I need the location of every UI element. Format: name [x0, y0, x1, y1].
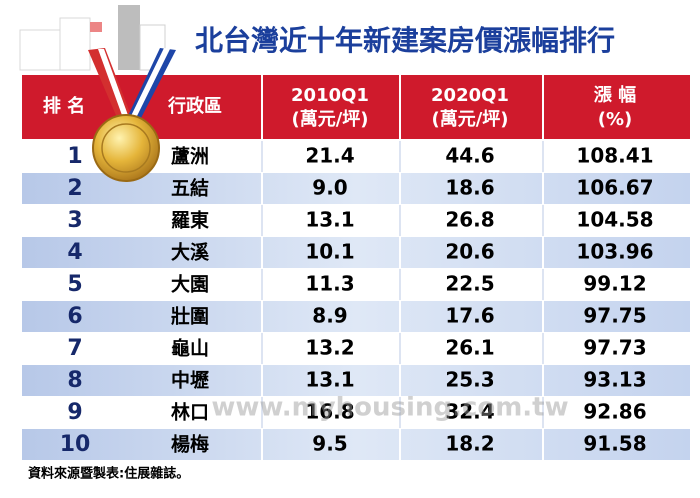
rank: 10: [60, 432, 91, 457]
cell-value: 97.75: [583, 304, 646, 328]
cell-value: 8.9: [312, 304, 347, 328]
district: 羅東: [171, 209, 209, 232]
rank: 7: [67, 336, 82, 361]
district: 林口: [171, 401, 209, 424]
rank: 4: [67, 240, 82, 265]
district: 中壢: [171, 369, 209, 392]
district: 大溪: [171, 241, 210, 264]
table-row: [22, 205, 690, 236]
cell-value: 104.58: [576, 208, 653, 232]
cell-value: 103.96: [576, 240, 653, 264]
cell-value: 11.3: [305, 272, 354, 296]
table-row: [22, 397, 690, 428]
rank: 3: [67, 208, 82, 233]
column-header: 排 名: [43, 95, 85, 117]
cell-value: 22.5: [445, 272, 494, 296]
cell-value: 99.12: [583, 272, 646, 296]
table-row: [22, 301, 690, 332]
cell-value: 20.6: [445, 240, 494, 264]
cell-value: 13.2: [305, 336, 354, 360]
column-header: 2020Q1: [431, 85, 509, 106]
cell-value: 9.5: [312, 432, 347, 456]
cell-value: 16.8: [305, 400, 354, 424]
cell-value: 18.2: [445, 432, 494, 456]
table-row: [22, 429, 690, 460]
cell-value: 25.3: [445, 368, 494, 392]
rank: 9: [67, 400, 82, 425]
cell-value: 13.1: [305, 208, 354, 232]
rank: 5: [67, 272, 82, 297]
cell-value: 92.86: [583, 400, 646, 424]
cell-value: 21.4: [305, 144, 354, 168]
cell-value: 91.58: [583, 432, 646, 456]
district: 五結: [171, 177, 209, 200]
cell-value: 10.1: [305, 240, 354, 264]
rank: 1: [67, 144, 82, 169]
medal: [88, 48, 176, 182]
column-header: (萬元/坪): [431, 109, 508, 130]
table-row: [22, 237, 690, 268]
district: 壯圍: [171, 305, 209, 328]
watermark: www.myhousing.com.tw: [211, 393, 568, 423]
cell-value: 93.13: [583, 368, 646, 392]
column-header: 2010Q1: [291, 85, 369, 106]
table-row: [22, 333, 690, 364]
cell-value: 13.1: [305, 368, 354, 392]
column-header: (萬元/坪): [291, 109, 368, 130]
cell-value: 26.1: [445, 336, 494, 360]
column-header: 行政區: [167, 95, 222, 117]
district: 龜山: [171, 337, 209, 360]
cell-value: 26.8: [445, 208, 494, 232]
cell-value: 106.67: [576, 176, 653, 200]
rank: 2: [67, 176, 82, 201]
column-header: 漲 幅: [594, 84, 636, 106]
rank: 6: [67, 304, 82, 329]
cell-value: 32.4: [445, 400, 494, 424]
cell-value: 17.6: [445, 304, 494, 328]
cell-value: 44.6: [445, 144, 494, 168]
district: 大園: [171, 273, 209, 296]
district: 楊梅: [171, 433, 209, 456]
cell-value: 97.73: [583, 336, 646, 360]
table-row: [22, 269, 690, 300]
column-header: (%): [598, 109, 633, 130]
rank: 8: [67, 368, 82, 393]
cell-value: 18.6: [445, 176, 494, 200]
source: 資料來源暨製表:住展雜誌。: [28, 466, 189, 482]
district: 蘆洲: [171, 146, 209, 168]
cell-value: 9.0: [312, 176, 347, 200]
table-row: [22, 365, 690, 396]
cell-value: 108.41: [576, 144, 653, 168]
title: 北台灣近十年新建案房價漲幅排行: [195, 24, 615, 57]
